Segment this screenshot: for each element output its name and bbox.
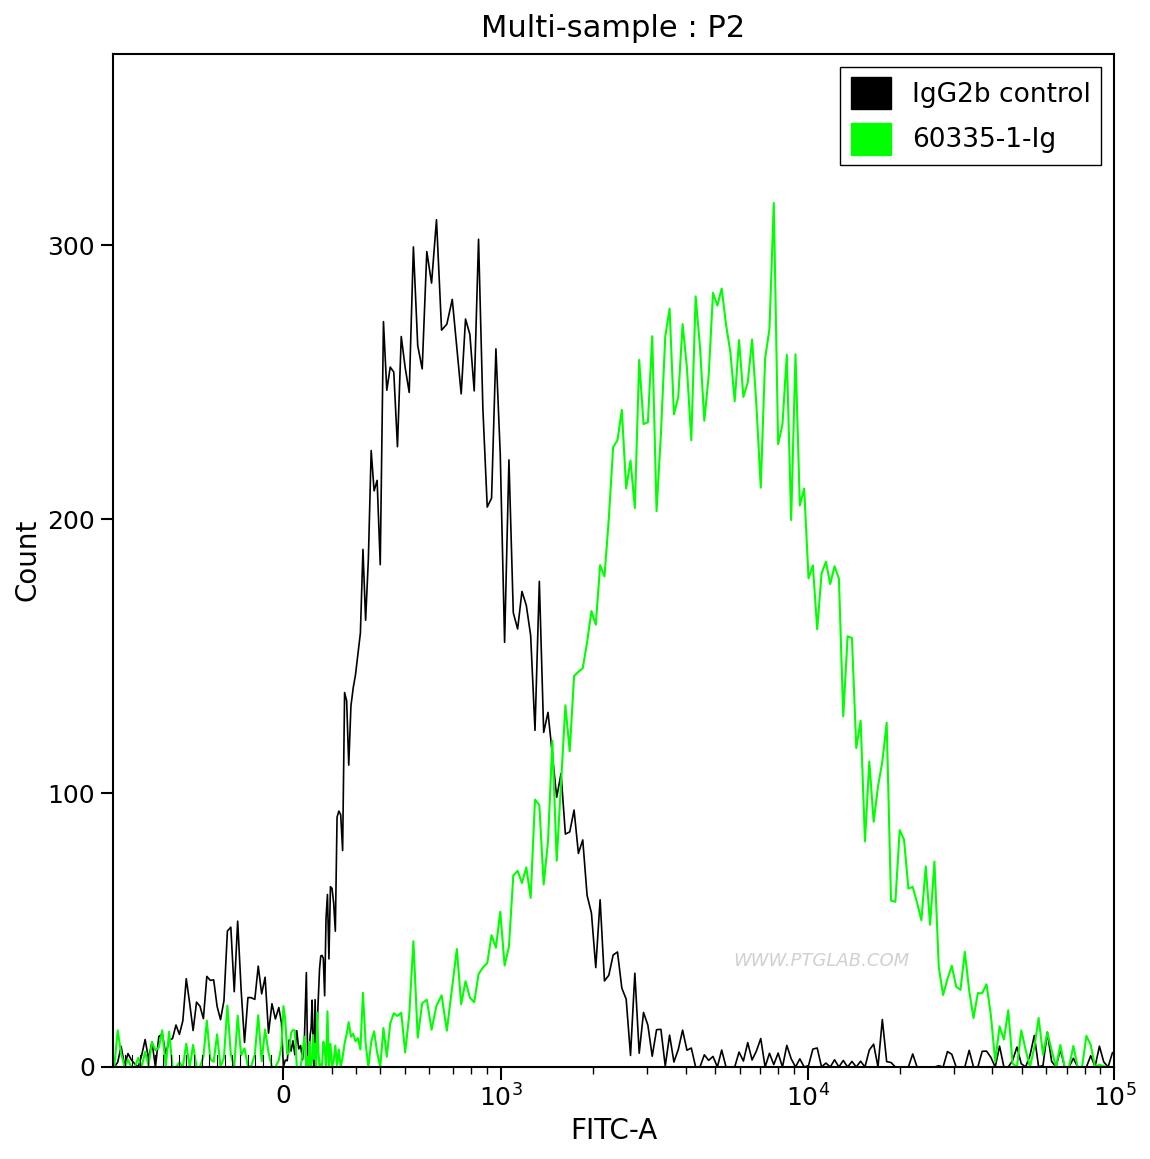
Y-axis label: Count: Count	[14, 519, 41, 602]
X-axis label: FITC-A: FITC-A	[569, 1117, 657, 1145]
Legend: IgG2b control, 60335-1-Ig: IgG2b control, 60335-1-Ig	[841, 67, 1101, 166]
Text: WWW.PTGLAB.COM: WWW.PTGLAB.COM	[734, 952, 910, 970]
Title: Multi-sample : P2: Multi-sample : P2	[482, 14, 745, 43]
